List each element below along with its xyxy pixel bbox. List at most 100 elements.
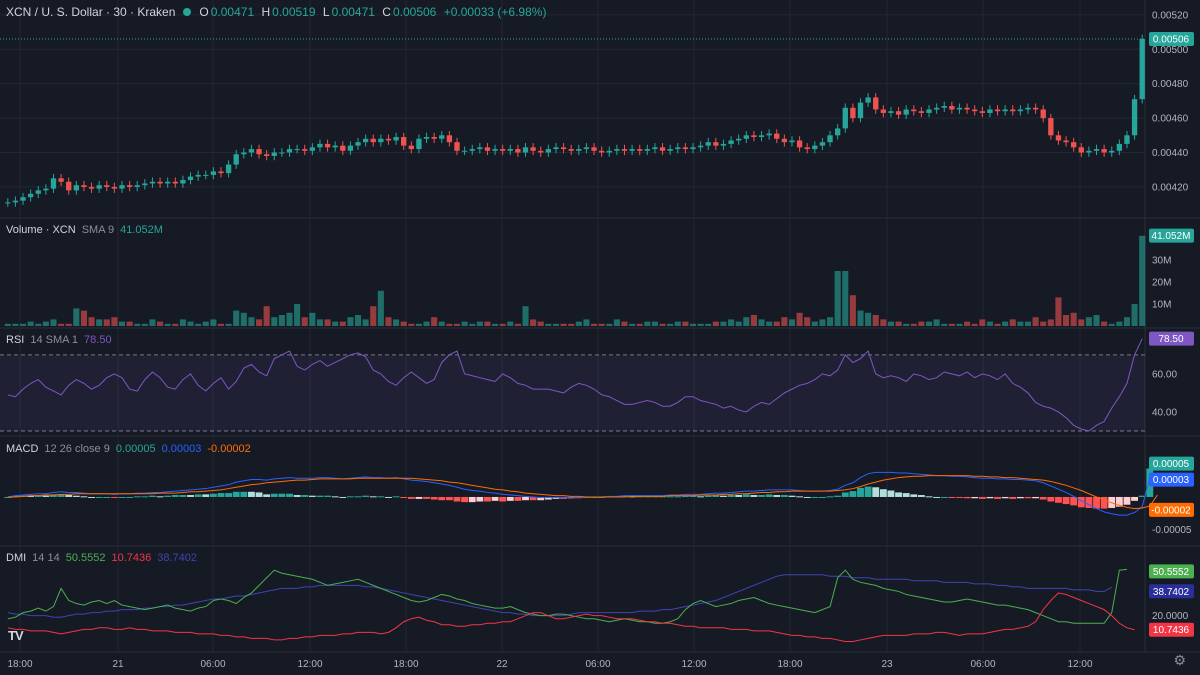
- volume-bar: [667, 323, 674, 326]
- candle: [324, 143, 331, 148]
- volume-legend[interactable]: Volume · XCN SMA 9 41.052M: [6, 224, 163, 236]
- macd-histogram-bar: [887, 490, 895, 497]
- candle: [446, 135, 453, 143]
- candle: [401, 137, 407, 146]
- candle: [1017, 109, 1024, 112]
- volume-bar: [42, 321, 49, 326]
- volume-bar: [948, 323, 955, 326]
- candle: [560, 147, 567, 150]
- macd-histogram-bar: [994, 496, 1001, 499]
- macd-histogram-bar: [1085, 496, 1093, 508]
- candle: [1032, 107, 1039, 110]
- macd-histogram-bar: [681, 495, 689, 497]
- candle: [104, 185, 110, 187]
- macd-histogram-bar: [895, 492, 902, 497]
- ohlc-low: 0.00471: [331, 5, 375, 19]
- candle: [5, 202, 11, 204]
- time-axis-label: 22: [496, 659, 508, 670]
- candle: [302, 149, 308, 151]
- macd-histogram-bar: [1047, 496, 1055, 502]
- macd-histogram-bar: [819, 496, 826, 498]
- candle: [1010, 109, 1016, 112]
- symbol-title[interactable]: XCN / U. S. Dollar · 30 · Kraken: [6, 5, 176, 19]
- volume-bar: [651, 321, 658, 326]
- volume-bar: [834, 271, 841, 326]
- volume-bar: [27, 321, 34, 326]
- candle: [1040, 109, 1046, 119]
- candle: [439, 135, 445, 139]
- candle: [142, 183, 148, 186]
- candle: [378, 138, 384, 143]
- candle: [454, 142, 460, 151]
- rsi-band-fill: [0, 354, 1145, 431]
- volume-bar: [606, 323, 613, 326]
- volume-bar: [126, 321, 133, 326]
- price-axis-label: 0.00460: [1152, 114, 1189, 125]
- macd-histogram-bar: [110, 496, 118, 498]
- volume-bar: [492, 323, 499, 326]
- volume-bar: [918, 321, 925, 326]
- volume-bar: [65, 323, 72, 326]
- candle: [218, 171, 224, 174]
- macd-histogram-bar: [27, 495, 35, 497]
- candle: [568, 149, 574, 151]
- candle: [111, 186, 118, 189]
- candle: [317, 143, 323, 148]
- rsi-legend[interactable]: RSI 14 SMA 1 78.50: [6, 334, 112, 346]
- macd-histogram-bar: [537, 496, 545, 501]
- volume-bar: [689, 323, 697, 326]
- candle: [888, 111, 894, 113]
- macd-histogram-bar: [765, 494, 773, 497]
- dmi-legend[interactable]: DMI 14 14 50.5552 10.7436 38.7402: [6, 552, 197, 564]
- volume-bar: [164, 323, 171, 326]
- tradingview-logo-icon[interactable]: TV: [8, 628, 24, 643]
- macd-histogram-bar: [263, 494, 271, 497]
- macd-histogram-bar: [331, 496, 339, 498]
- volume-bar: [35, 323, 42, 326]
- candle: [50, 178, 57, 189]
- volume-bar: [1108, 323, 1115, 326]
- candle: [96, 185, 102, 189]
- volume-bar: [149, 319, 156, 326]
- macd-histogram-bar: [240, 491, 248, 497]
- candle: [545, 149, 552, 153]
- candle: [157, 181, 163, 184]
- volume-bar: [659, 323, 666, 326]
- macd-histogram-bar: [308, 495, 316, 497]
- macd-histogram-bar: [1024, 496, 1032, 499]
- candle: [903, 109, 909, 115]
- macd-histogram-bar: [1032, 496, 1040, 499]
- candle: [263, 154, 270, 156]
- candle: [621, 149, 628, 151]
- ohlc-close: 0.00506: [392, 5, 437, 19]
- volume-bar: [499, 323, 506, 326]
- volume-bar: [507, 321, 514, 326]
- volume-bar: [80, 310, 87, 326]
- candle: [1101, 149, 1107, 153]
- price-axis-label: 0.00520: [1152, 10, 1189, 21]
- ohlc-open-label: O: [199, 5, 209, 19]
- volume-bar: [240, 312, 247, 326]
- volume-bar: [1040, 321, 1047, 326]
- candle: [538, 150, 544, 153]
- volume-bar: [1085, 317, 1092, 326]
- ohlc-values: O 0.00471 H 0.00519 L 0.00471 C 0.00506 +0.0…: [199, 5, 546, 19]
- macd-signal-tag: -0.00002: [1151, 505, 1191, 516]
- gear-icon[interactable]: ⚙: [1173, 652, 1186, 668]
- candle: [416, 138, 422, 150]
- volume-bar: [766, 321, 773, 326]
- volume-bar: [461, 321, 468, 326]
- macd-histogram-bar: [910, 494, 918, 497]
- macd-histogram-bar: [476, 496, 484, 502]
- macd-legend[interactable]: MACD 12 26 close 9 0.00005 0.00003 -0.00…: [6, 443, 251, 455]
- candle: [827, 135, 833, 143]
- volume-bar: [309, 312, 316, 326]
- macd-histogram-bar: [849, 491, 857, 497]
- dmi-plus-tag: 50.5552: [1153, 567, 1190, 578]
- macd-histogram-bar: [1131, 496, 1139, 501]
- volume-bar: [438, 321, 445, 326]
- macd-histogram-bar: [385, 496, 392, 498]
- candle: [309, 147, 316, 151]
- macd-histogram-bar: [72, 495, 80, 497]
